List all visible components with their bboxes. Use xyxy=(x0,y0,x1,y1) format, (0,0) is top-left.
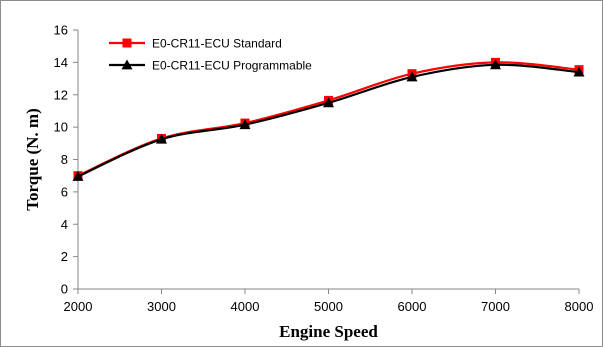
y-tick-label: 16 xyxy=(54,23,68,38)
y-tick-label: 6 xyxy=(61,184,68,199)
data-point xyxy=(72,170,84,181)
y-tick-label: 12 xyxy=(54,87,68,102)
legend-item: E0-CR11-ECU Standard xyxy=(109,37,282,51)
series-line xyxy=(77,61,580,177)
legend-marker xyxy=(122,38,132,48)
x-tick-label: 8000 xyxy=(565,299,594,314)
x-axis-title: Engine Speed xyxy=(279,322,378,341)
data-point xyxy=(323,97,334,108)
legend: E0-CR11-ECU Standard E0-CR11-ECU Programm… xyxy=(109,37,312,73)
data-point xyxy=(239,119,251,130)
x-tick-label: 7000 xyxy=(481,299,510,314)
data-point xyxy=(490,59,501,70)
x-tick-label: 5000 xyxy=(314,299,343,314)
x-ticks: 2000 3000 4000 5000 6000 7000 8000 xyxy=(64,289,594,314)
series-1 xyxy=(73,57,584,181)
y-tick-label: 0 xyxy=(61,282,68,297)
legend-label: E0-CR11-ECU Standard xyxy=(152,37,282,51)
y-tick-label: 8 xyxy=(61,152,68,167)
x-tick-label: 2000 xyxy=(64,299,93,314)
y-ticks: 0 2 4 6 8 10 12 14 16 xyxy=(54,23,78,297)
y-tick-label: 2 xyxy=(61,249,68,264)
y-tick-label: 4 xyxy=(61,217,68,232)
y-axis-title: Torque (N. m) xyxy=(23,108,42,210)
series-line xyxy=(77,63,580,178)
data-point xyxy=(573,66,585,77)
legend-item: E0-CR11-ECU Programmable xyxy=(109,59,312,73)
x-tick-label: 3000 xyxy=(147,299,176,314)
legend-marker xyxy=(121,59,133,70)
x-tick-label: 6000 xyxy=(398,299,427,314)
x-tick-label: 4000 xyxy=(231,299,260,314)
series-2 xyxy=(72,59,585,181)
data-point xyxy=(406,71,418,82)
y-tick-label: 10 xyxy=(54,120,68,135)
y-tick-label: 14 xyxy=(54,55,68,70)
legend-label: E0-CR11-ECU Programmable xyxy=(152,59,312,73)
data-point xyxy=(156,133,167,144)
series-layer xyxy=(72,57,585,181)
